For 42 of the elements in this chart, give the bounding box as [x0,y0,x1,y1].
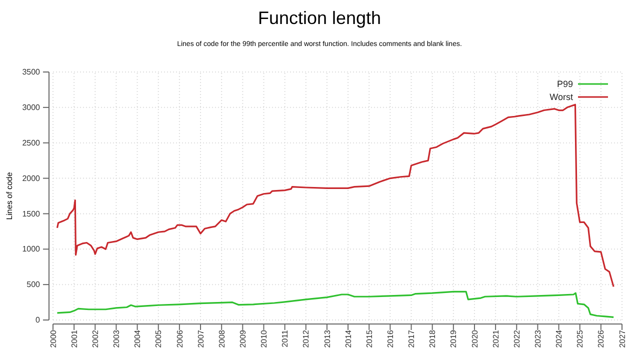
x-tick-label: 2011 [280,329,290,348]
line-series [56,104,614,288]
x-tick-label: 2008 [217,329,226,348]
x-tick-label: 2019 [449,329,458,348]
y-tick-label: 3000 [22,102,41,112]
x-tick-label: 2023 [534,329,543,348]
x-tick-label: 2017 [407,329,416,348]
x-tick-label: 2002 [90,329,100,348]
y-tick-label: 1000 [22,244,41,254]
line-series [56,290,614,318]
y-axis-title: Lines of code [5,172,14,220]
x-tick-label: 2015 [364,329,374,348]
y-tick-label: 2500 [22,138,41,148]
x-tick-label: 2001 [70,329,79,348]
x-tick-label: 2000 [48,329,58,348]
y-tick-label: 500 [26,280,41,290]
legend-label: P99 [556,79,573,90]
x-tick-label: 2016 [386,329,395,348]
x-tick-label: 2010 [260,329,269,348]
x-tick-label: 2021 [491,329,500,348]
y-tick-label: 1500 [22,209,41,218]
x-tick-label: 2024 [554,329,564,348]
x-tick-label: 2007 [196,329,206,348]
y-tick-label: 0 [36,316,41,325]
x-tick-label: 2018 [428,329,438,348]
y-tick-label: 2000 [22,174,41,183]
x-tick-label: 2027 [618,329,627,348]
x-tick-label: 2020 [470,329,480,348]
chart-title: Function length [258,8,382,28]
x-tick-label: 2009 [238,329,248,348]
x-tick-label: 2005 [154,329,164,348]
x-tick-label: 2006 [175,329,184,348]
x-tick-label: 2013 [322,329,332,348]
x-tick-label: 2026 [596,329,606,348]
y-tick-label: 3500 [22,68,41,77]
legend-label: Worst [550,92,574,102]
x-tick-label: 2003 [112,329,122,348]
x-tick-label: 2025 [576,329,585,348]
x-tick-label: 2022 [512,329,522,348]
x-tick-label: 2012 [302,329,311,348]
x-tick-label: 2014 [344,329,353,348]
x-tick-label: 2004 [133,329,142,348]
